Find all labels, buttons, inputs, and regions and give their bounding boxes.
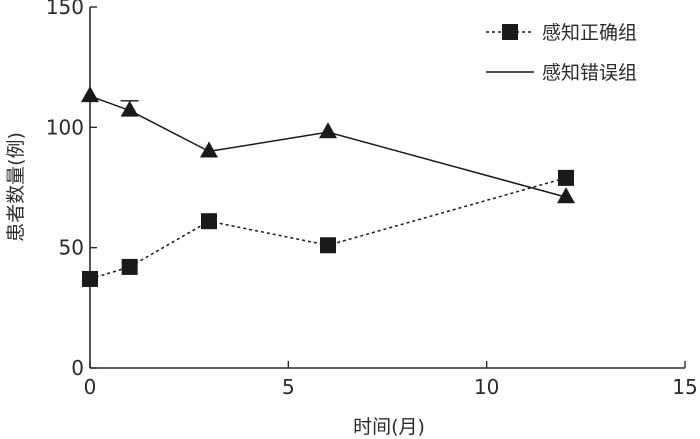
x-axis-label: 时间(月) — [353, 416, 425, 438]
data-point — [200, 141, 218, 158]
x-tick-label: 15 — [672, 375, 697, 399]
y-tick-label: 50 — [59, 236, 84, 260]
y-axis-label: 患者数量(例) — [5, 132, 27, 242]
series-1 — [82, 169, 574, 287]
y-tick-label: 100 — [46, 115, 84, 139]
series-2 — [81, 86, 575, 204]
legend-marker — [502, 24, 518, 40]
series-line — [89, 177, 567, 280]
legend-item: 感知正确组 — [486, 22, 637, 44]
legend-item: 感知错误组 — [486, 62, 637, 84]
legend-label: 感知正确组 — [542, 22, 637, 44]
data-point — [319, 122, 337, 139]
y-tick-label: 0 — [71, 356, 84, 380]
x-tick-label: 10 — [474, 375, 499, 399]
x-tick-label: 0 — [84, 375, 97, 399]
x-tick-label: 5 — [282, 375, 295, 399]
data-point — [120, 100, 139, 117]
data-point — [82, 270, 98, 287]
data-point — [557, 187, 575, 204]
data-point — [558, 169, 574, 186]
series-layer — [81, 86, 575, 287]
y-tick-label: 150 — [46, 0, 84, 19]
data-point — [121, 258, 138, 275]
data-point — [320, 237, 336, 254]
series-line — [89, 95, 567, 198]
legend-label: 感知错误组 — [542, 62, 637, 84]
data-point — [81, 86, 99, 103]
data-point — [201, 213, 217, 230]
